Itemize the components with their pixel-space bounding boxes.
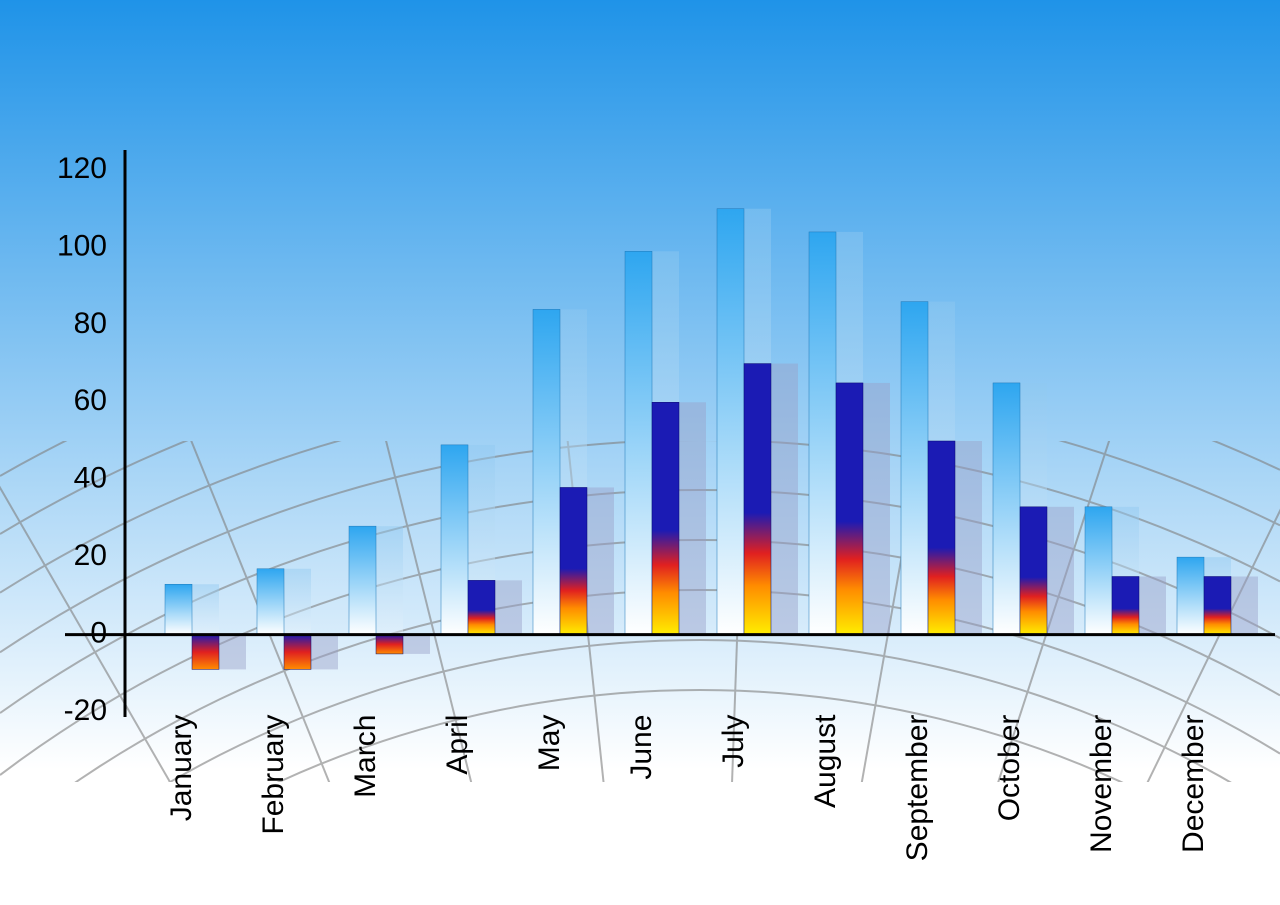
y-tick-label: 100: [57, 229, 107, 262]
bar-shadow-a: [376, 526, 403, 634]
bar-shadow-b: [495, 580, 522, 634]
bar-series-b: [1112, 577, 1139, 635]
svg-text:April: April: [441, 715, 474, 775]
y-tick-label: 20: [74, 539, 107, 572]
bar-series-b: [1204, 577, 1231, 635]
x-tick-label: December: [1177, 715, 1210, 853]
bar-shadow-b: [955, 441, 982, 635]
x-tick-label: May: [533, 715, 566, 772]
x-tick-label: June: [625, 715, 658, 780]
svg-text:September: September: [901, 715, 934, 862]
bar-series-b: [560, 487, 587, 634]
bar-series-a: [717, 209, 744, 635]
bar-shadow-a: [192, 584, 219, 634]
x-tick-label: July: [717, 715, 750, 768]
bar-series-b: [928, 441, 955, 635]
svg-text:August: August: [809, 714, 842, 808]
bar-shadow-b: [587, 487, 614, 634]
x-tick-label: November: [1085, 715, 1118, 853]
bar-series-a: [901, 302, 928, 635]
bar-series-a: [993, 383, 1020, 635]
bar-shadow-b: [1047, 507, 1074, 635]
bar-series-a: [349, 526, 376, 634]
svg-text:May: May: [533, 715, 566, 772]
bar-series-b: [652, 402, 679, 634]
bar-series-b: [1020, 507, 1047, 635]
x-tick-label: January: [165, 715, 198, 822]
svg-text:March: March: [349, 715, 382, 798]
x-tick-label: October: [993, 715, 1026, 822]
bar-shadow-b: [679, 402, 706, 634]
bar-shadow-b: [1231, 577, 1258, 635]
bar-series-a: [441, 445, 468, 635]
bar-series-a: [257, 569, 284, 635]
bar-series-b: [284, 635, 311, 670]
bar-series-b: [192, 635, 219, 670]
bar-series-a: [1085, 507, 1112, 635]
bar-series-a: [1177, 557, 1204, 634]
bar-shadow-b: [1139, 577, 1166, 635]
x-tick-label: March: [349, 715, 382, 798]
bar-series-b: [468, 580, 495, 634]
bar-series-a: [533, 309, 560, 634]
svg-text:December: December: [1177, 715, 1210, 853]
bar-shadow-b: [863, 383, 890, 635]
bar-shadow-b: [311, 635, 338, 670]
bar-series-b: [744, 364, 771, 635]
bar-shadow-b: [403, 635, 430, 654]
y-tick-label: 120: [57, 152, 107, 185]
monthly-bar-chart: -20 0 20 40 60 80 100 120 January February March Ap…: [0, 0, 1280, 905]
chart-container: -20 0 20 40 60 80 100 120 January February March Ap…: [0, 0, 1280, 905]
svg-text:July: July: [717, 715, 750, 768]
y-tick-label: 60: [74, 384, 107, 417]
y-tick-label: 40: [74, 462, 107, 495]
svg-text:November: November: [1085, 715, 1118, 853]
y-tick-label: 0: [90, 616, 107, 649]
bar-series-a: [165, 584, 192, 634]
bar-series-b: [836, 383, 863, 635]
svg-text:June: June: [625, 715, 658, 780]
svg-text:October: October: [993, 715, 1026, 822]
bar-series-a: [625, 251, 652, 634]
x-tick-label: September: [901, 715, 934, 862]
x-tick-label: August: [809, 714, 842, 808]
bar-shadow-b: [771, 364, 798, 635]
bar-shadow-a: [284, 569, 311, 635]
y-tick-label: -20: [64, 694, 107, 727]
y-tick-label: 80: [74, 307, 107, 340]
x-tick-label: April: [441, 715, 474, 775]
bar-shadow-b: [219, 635, 246, 670]
x-tick-label: February: [257, 715, 290, 835]
svg-text:February: February: [257, 715, 290, 835]
svg-text:January: January: [165, 715, 198, 822]
bar-series-b: [376, 635, 403, 654]
bar-series-a: [809, 232, 836, 635]
